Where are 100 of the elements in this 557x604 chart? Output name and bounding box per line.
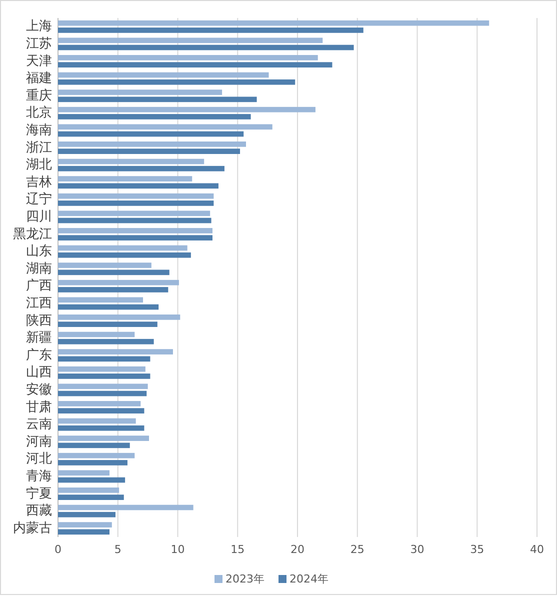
bar [58,158,204,164]
bar [58,55,318,60]
y-tick-label: 湖北 [26,158,52,173]
bar [58,72,269,78]
bar [58,252,191,258]
bar [58,79,296,85]
bar [58,442,130,448]
y-tick-label: 江西 [26,296,52,311]
bar [58,314,180,320]
bar [58,142,246,147]
y-tick-label: 天津 [26,54,52,69]
y-tick-label: 云南 [26,417,52,432]
y-tick-label: 海南 [26,122,52,138]
bar [58,338,154,344]
bar [58,297,144,303]
bar [58,262,152,268]
x-tick-label: 5 [114,543,122,556]
x-tick-label: 20 [290,543,304,556]
bar [58,124,272,130]
legend-label: 2023年 [226,572,264,586]
bar [58,349,173,354]
y-tick-label: 陕西 [26,313,52,328]
y-tick-label: 江苏 [26,36,52,52]
bar [58,512,116,518]
y-tick-label: 吉林 [26,174,52,190]
y-tick-label: 宁夏 [26,485,52,502]
bar [58,270,170,276]
bar [58,176,192,182]
bar [58,356,150,362]
bar [58,504,194,510]
bar [58,200,214,206]
bar [58,477,126,483]
y-tick-label: 辽宁 [26,191,52,208]
bar [58,245,188,251]
bar [58,522,112,528]
y-tick-label: 河南 [26,434,52,450]
bar [58,436,150,441]
y-tick-label: 西藏 [26,504,52,519]
bar [58,193,214,199]
x-tick-label: 25 [350,543,364,556]
bar [58,28,364,33]
bar [58,228,212,234]
bar [58,287,168,292]
legend-label: 2024年 [290,572,328,586]
y-tick-label: 湖南 [26,261,52,276]
bar [58,366,146,372]
bar [58,62,332,68]
bar [58,408,144,414]
x-tick-label: 40 [530,543,544,556]
y-tick-label: 黑龙江 [13,226,52,242]
y-tick-label: 浙江 [26,140,52,156]
bar [58,460,128,466]
bar [58,488,120,493]
y-tick-label: 广西 [26,278,52,294]
bar [58,210,210,216]
x-tick-label: 10 [170,543,185,556]
y-tick-label: 甘肃 [26,400,52,415]
bar [58,384,148,390]
bar [58,96,257,102]
y-tick-label: 新疆 [26,330,52,346]
bar [58,470,110,476]
bar [58,166,224,172]
bar [58,44,354,50]
y-tick-label: 福建 [26,71,52,86]
y-tick-label: 重庆 [26,88,52,104]
y-tick-label: 山西 [26,365,52,380]
y-tick-label: 青海 [26,468,52,484]
y-tick-label: 四川 [26,209,52,224]
bar [58,183,218,189]
bar [58,304,159,310]
x-tick-label: 30 [410,543,424,556]
bar [58,148,240,154]
bar [58,425,144,431]
bar [58,235,212,240]
y-tick-label: 安徽 [26,381,52,398]
y-tick-label: 广东 [26,348,52,363]
y-tick-label: 河北 [26,452,52,467]
bar [58,418,136,424]
bar [58,131,244,137]
bar [58,20,490,26]
bar [58,114,251,120]
bar [58,322,158,327]
bar [58,374,150,379]
bar [58,494,124,500]
bar [58,218,212,224]
bar [58,38,323,44]
x-tick-label: 15 [230,543,245,556]
bar [58,390,147,396]
y-tick-label: 北京 [26,106,52,121]
x-tick-label: 0 [54,543,62,556]
bar [58,529,110,535]
bar [58,401,141,406]
y-tick-label: 上海 [26,19,52,34]
bar [58,452,135,458]
bar [58,332,135,338]
x-tick-label: 35 [470,543,484,556]
y-tick-label: 山东 [26,244,52,260]
bar [58,106,316,112]
bar [58,90,222,95]
y-tick-label: 内蒙古 [13,520,52,536]
